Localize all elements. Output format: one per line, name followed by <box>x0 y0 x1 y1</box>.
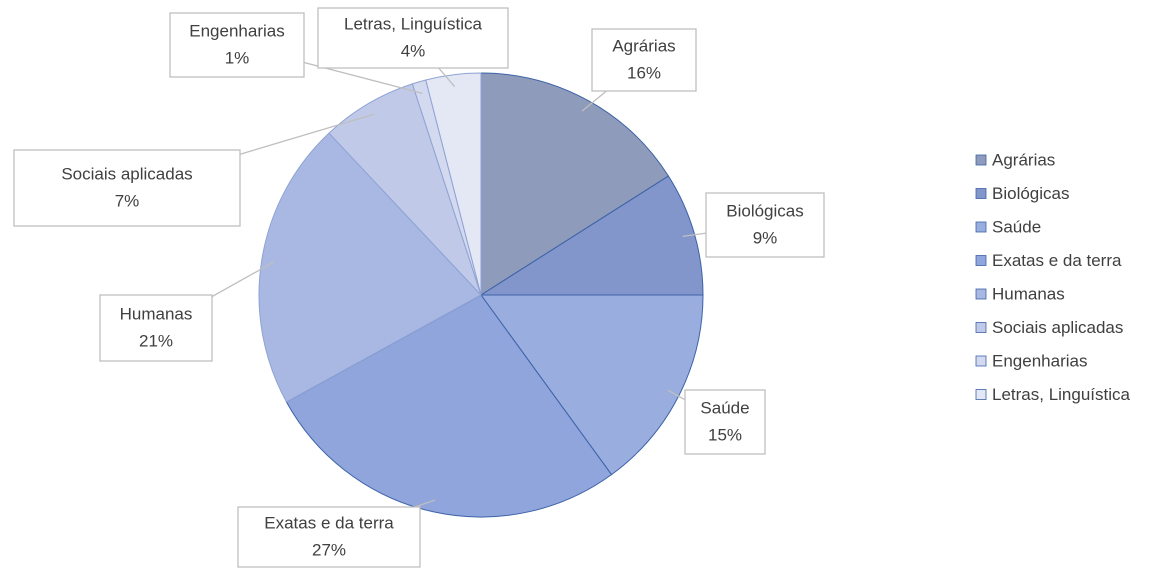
data-label-name: Exatas e da terra <box>264 513 394 532</box>
legend-label: Engenharias <box>992 351 1087 370</box>
data-label-value: 9% <box>753 228 778 247</box>
pie-slice <box>285 294 613 518</box>
data-label-value: 21% <box>139 331 173 350</box>
legend-swatch <box>975 221 987 233</box>
legend-swatch <box>975 288 987 300</box>
legend-label: Saúde <box>992 217 1041 236</box>
data-label-name: Biológicas <box>726 201 804 220</box>
data-label-value: 4% <box>401 41 426 60</box>
data-label-name: Sociais aplicadas <box>61 164 192 183</box>
pie-slice <box>480 72 670 296</box>
data-label-value: 15% <box>708 425 742 444</box>
label-box <box>169 12 305 78</box>
data-label-name: Agrárias <box>612 36 675 55</box>
legend-swatch <box>975 322 987 333</box>
label-box <box>317 7 509 69</box>
label-box <box>705 192 825 258</box>
data-label-value: 1% <box>225 48 250 67</box>
label-box <box>99 294 213 362</box>
pie-slice <box>425 72 482 296</box>
legend-swatch <box>975 355 987 367</box>
label-box <box>684 389 766 455</box>
label-box <box>237 506 421 568</box>
legend-label: Agrárias <box>992 150 1055 169</box>
pie-slice <box>258 132 482 403</box>
legend-label: Sociais aplicadas <box>992 318 1123 337</box>
legend-label: Letras, Linguística <box>992 385 1131 404</box>
data-label-name: Letras, Linguística <box>344 14 483 33</box>
legend-label: Humanas <box>992 284 1065 303</box>
legend-swatch <box>975 188 987 199</box>
data-label-name: Humanas <box>120 304 193 323</box>
label-box <box>591 28 697 92</box>
label-box <box>13 149 241 227</box>
legend-label: Biológicas <box>992 184 1070 203</box>
data-label-value: 27% <box>312 540 346 559</box>
legend-label: Exatas e da terra <box>992 251 1122 270</box>
data-label-value: 16% <box>627 63 661 82</box>
legend-swatch <box>975 255 987 266</box>
data-label-name: Saúde <box>700 398 749 417</box>
data-label-name: Engenharias <box>189 21 284 40</box>
pie-slice <box>479 175 704 296</box>
data-label-value: 7% <box>115 191 140 210</box>
legend-swatch <box>975 389 987 400</box>
legend-swatch <box>975 154 987 166</box>
